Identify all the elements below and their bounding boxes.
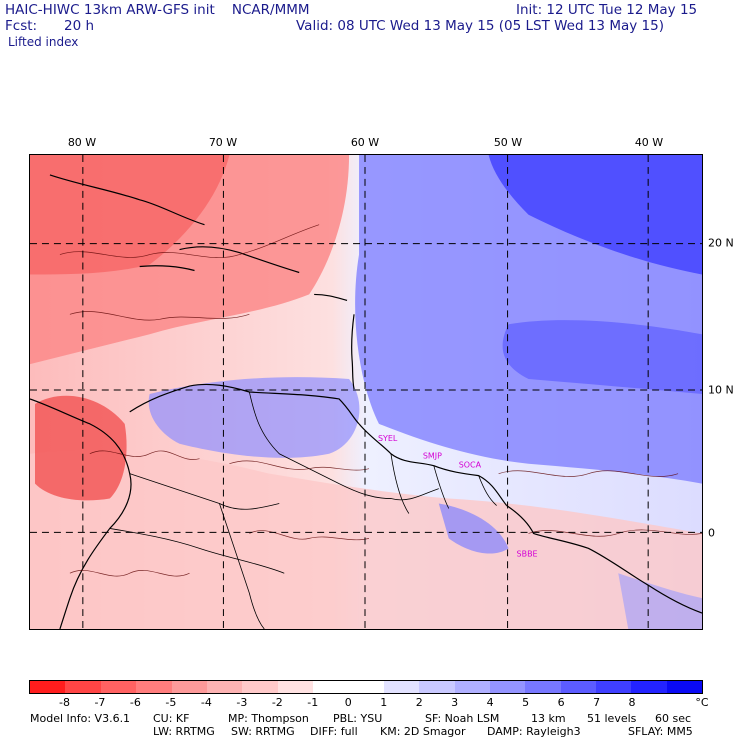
station-labels: SYEL SMJP SOCA SBBE (378, 434, 538, 559)
stable-region-south (30, 449, 702, 629)
strong-stable-region (30, 155, 230, 275)
unstable-band (502, 320, 702, 394)
border (390, 453, 410, 514)
colorbar-swatch (171, 681, 207, 693)
lon-label: 70 W (208, 136, 238, 149)
cuba-coast (49, 174, 205, 226)
border (433, 465, 450, 509)
valid-time: Valid: 08 UTC Wed 13 May 15 (05 LST Wed … (296, 18, 664, 34)
unstable-region-southeast (618, 573, 702, 629)
diffusion-setting: DIFF: full (310, 725, 358, 738)
km-setting: KM: 2D Smagor (380, 725, 466, 738)
colorbar-swatch (30, 681, 66, 693)
unstable-region-amazon (438, 503, 509, 554)
brazil-coast (506, 505, 702, 614)
lat-lon-grid (30, 155, 702, 629)
forecast-hour: 20 h (64, 18, 95, 34)
microphysics-scheme: MP: Thompson (228, 712, 309, 725)
colorbar-swatch (525, 681, 561, 693)
border (248, 391, 340, 484)
li-contours (59, 224, 702, 577)
colorbar-tick-label: 3 (451, 696, 459, 709)
unstable-region-venezuela (148, 377, 360, 458)
init-time: Init: 12 UTC Tue 12 May 15 (516, 2, 698, 18)
colorbar-swatch (206, 681, 243, 693)
grid-resolution: 13 km (531, 712, 566, 725)
lifted-index-map: SYEL SMJP SOCA SBBE (29, 154, 703, 630)
colorbar-swatch (348, 681, 384, 693)
jamaica-coast (139, 265, 195, 272)
longwave-scheme: LW: RRTMG (153, 725, 215, 738)
station-label-smjp: SMJP (423, 452, 442, 461)
colorbar-swatch (454, 681, 490, 693)
damping-setting: DAMP: Rayleigh3 (487, 725, 581, 738)
shortwave-scheme: SW: RRTMG (231, 725, 295, 738)
hispaniola-coast (179, 246, 300, 274)
colorbar-swatch (489, 681, 526, 693)
puerto-rico-coast (314, 293, 348, 301)
colorbar-swatch (419, 681, 455, 693)
lesser-antilles (351, 314, 355, 390)
colorbar-unit: °C (695, 696, 709, 709)
lat-label: 10 N (708, 383, 734, 397)
field-name: Lifted index (8, 35, 79, 49)
colorbar-tick-label: 6 (557, 696, 565, 709)
colorbar-tick-label: 8 (628, 696, 636, 709)
colorbar-tick-label: 5 (522, 696, 530, 709)
border (129, 473, 280, 510)
colorbar-tick-label: 2 (415, 696, 423, 709)
colorbar-tick-label: -7 (94, 696, 106, 709)
station-label-sbbe: SBBE (517, 549, 538, 558)
stable-region-colombia (34, 395, 127, 501)
lon-label: 50 W (493, 136, 523, 149)
colorbar-tick-label: -2 (271, 696, 283, 709)
colorbar-tick-label: -8 (58, 696, 70, 709)
forecast-label: Fcst: (5, 18, 38, 34)
colorbar-swatch (100, 681, 137, 693)
country-borders (109, 391, 497, 629)
pbl-scheme: PBL: YSU (333, 712, 383, 725)
colorbar-swatch (383, 681, 420, 693)
colorbar-swatch (313, 681, 349, 693)
model-title: HAIC-HIWC 13km ARW-GFS init NCAR/MMM (5, 2, 310, 18)
border (338, 483, 439, 501)
colorbar-swatch (596, 681, 632, 693)
colorbar (29, 680, 703, 694)
border (478, 475, 497, 506)
cumulus-scheme: CU: KF (153, 712, 190, 725)
border (219, 503, 265, 629)
surface-scheme: SF: Noah LSM (425, 712, 500, 725)
colorbar-tick-label: 4 (486, 696, 494, 709)
colorbar-tick-label: 0 (344, 696, 352, 709)
colorbar-tick-label: -5 (165, 696, 177, 709)
lon-label: 40 W (634, 136, 664, 149)
surface-layer-scheme: SFLAY: MM5 (628, 725, 693, 738)
model-info: Model Info: V3.6.1 (30, 712, 131, 725)
lon-label: 60 W (350, 136, 380, 149)
colorbar-tick-label: -4 (200, 696, 212, 709)
colorbar-swatch (560, 681, 596, 693)
lat-label: 0 (708, 526, 715, 540)
colorbar-swatch (631, 681, 667, 693)
station-label-soca: SOCA (459, 461, 482, 470)
colorbar-tick-label: -3 (236, 696, 248, 709)
colorbar-swatch (242, 681, 278, 693)
border (109, 528, 285, 574)
colorbar-swatch (277, 681, 313, 693)
colorbar-swatch (65, 681, 101, 693)
colorbar-tick-label: 1 (380, 696, 388, 709)
colorbar-tick-label: -1 (307, 696, 319, 709)
lon-label: 80 W (67, 136, 97, 149)
station-label-syel: SYEL (378, 434, 398, 443)
lat-label: 20 N (708, 236, 734, 250)
colorbar-swatch (136, 681, 172, 693)
colorbar-tick-label: 7 (593, 696, 601, 709)
colorbar-swatch (666, 681, 703, 693)
vertical-levels: 51 levels (587, 712, 637, 725)
colorbar-tick-label: -6 (129, 696, 141, 709)
time-step: 60 sec (655, 712, 692, 725)
